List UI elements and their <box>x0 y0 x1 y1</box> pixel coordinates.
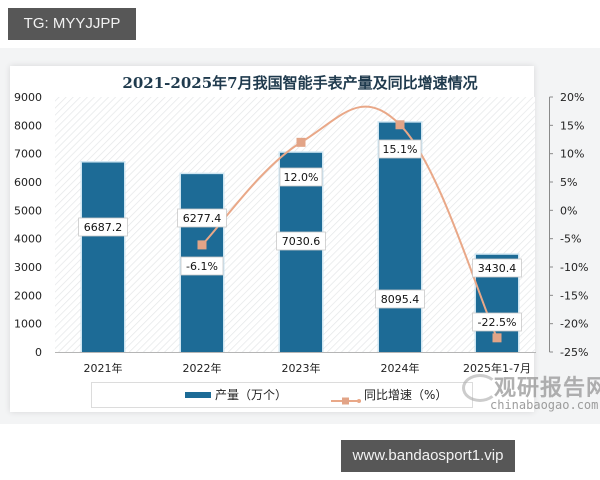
right-axis-ticks <box>549 96 553 353</box>
growth-value-label-box <box>180 256 224 276</box>
bar <box>82 162 124 352</box>
right-tick-label: -5% <box>560 233 581 246</box>
category-label: 2025年1-7月 <box>463 361 531 375</box>
right-tick-label: 5% <box>560 176 577 189</box>
legend-item-production: 产量（万个） <box>185 383 287 407</box>
bar-value-label: 6277.4 <box>183 212 222 225</box>
top-watermark-tag: TG: MYYJJPP <box>8 8 136 40</box>
growth-value-label-box <box>472 312 522 332</box>
growth-value-label: 12.0% <box>284 171 319 184</box>
line-marker-swatch-icon <box>331 390 361 405</box>
growth-line <box>201 105 498 339</box>
left-tick-label: 2000 <box>14 289 42 302</box>
bar-value-label: 8095.4 <box>381 293 420 306</box>
bottom-watermark-tag: www.bandaosport1.vip <box>341 440 515 472</box>
bar-value-label: 6687.2 <box>84 221 123 234</box>
chart-title: 2021-2025年7月我国智能手表产量及同比增速情况 <box>122 74 478 92</box>
right-tick-label: -25% <box>560 346 588 359</box>
growth-value-label-box <box>378 139 422 159</box>
category-label: 2022年 <box>183 361 222 375</box>
bar-value-label-box <box>177 208 227 228</box>
chart-legend: 产量（万个） 同比增速（%） <box>91 382 473 408</box>
category-labels: 2021年 2022年 2023年 2024年 2025年1-7月 <box>84 361 531 375</box>
bar-value-label-box <box>472 258 522 278</box>
line-marker-icon <box>395 120 405 130</box>
bar-value-label-box <box>78 217 128 237</box>
bar-value-label: 7030.6 <box>282 235 321 248</box>
left-tick-label: 7000 <box>14 148 42 161</box>
left-tick-label: 5000 <box>14 204 42 217</box>
left-tick-label: 9000 <box>14 91 42 104</box>
left-tick-label: 3000 <box>14 261 42 274</box>
left-tick-label: 0 <box>35 346 42 359</box>
growth-value-label: -22.5% <box>478 316 517 329</box>
bar <box>379 122 421 352</box>
eye-logo-icon <box>462 374 498 402</box>
right-tick-label: -10% <box>560 261 588 274</box>
left-tick-label: 8000 <box>14 119 42 132</box>
right-tick-label: 0% <box>560 204 577 217</box>
right-tick-label: 20% <box>560 91 584 104</box>
legend-label-growth: 同比增速（%） <box>364 388 448 402</box>
bar-swatch-icon <box>185 392 211 398</box>
watermark-brand-en: chinabaogao.com <box>490 398 599 412</box>
line-series <box>197 105 502 343</box>
left-tick-label: 1000 <box>14 318 42 331</box>
line-marker-icon <box>492 333 502 343</box>
left-axis-tick-labels: 9000 8000 7000 6000 5000 4000 3000 2000 1000 0 <box>14 91 42 359</box>
growth-value-label-box <box>279 167 323 187</box>
bar-value-label: 3430.4 <box>478 262 517 275</box>
right-tick-label: -15% <box>560 289 588 302</box>
legend-item-growth: 同比增速（%） <box>331 383 447 407</box>
growth-value-label: -6.1% <box>186 260 218 273</box>
bar-value-label-box <box>276 231 326 251</box>
category-label: 2021年 <box>84 361 123 375</box>
category-label: 2024年 <box>381 361 420 375</box>
right-tick-label: 10% <box>560 148 584 161</box>
line-marker-icon <box>296 137 306 147</box>
bar-value-label-box <box>375 289 425 309</box>
right-tick-label: -20% <box>560 318 588 331</box>
category-label: 2023年 <box>282 361 321 375</box>
right-axis-tick-labels: 20% 15% 10% 5% 0% -5% -10% -15% -20% -25% <box>560 91 588 359</box>
growth-value-label: 15.1% <box>383 143 418 156</box>
left-tick-label: 4000 <box>14 233 42 246</box>
line-data-labels: -6.1% 12.0% 15.1% -22.5% <box>180 139 522 332</box>
right-tick-label: 15% <box>560 119 584 132</box>
left-tick-label: 6000 <box>14 176 42 189</box>
legend-label-production: 产量（万个） <box>215 388 288 402</box>
line-marker-icon <box>197 240 207 250</box>
watermark-brand-cn: 观研报告网 <box>494 376 600 401</box>
bar-data-labels: 6687.2 6277.4 7030.6 8095.4 3430.4 <box>78 208 522 309</box>
brand-watermark: 观研报告网 chinabaogao.com <box>462 370 600 416</box>
